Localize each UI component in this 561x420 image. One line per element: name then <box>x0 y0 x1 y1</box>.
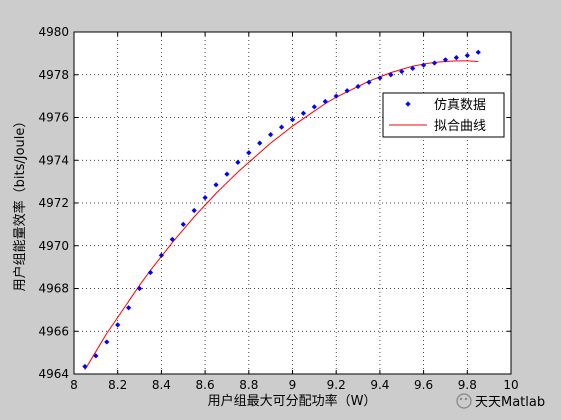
data-point <box>268 132 274 138</box>
y-tick-label: 4970 <box>38 239 69 253</box>
y-tick-label: 4980 <box>38 25 69 39</box>
legend-label: 仿真数据 <box>434 98 486 113</box>
y-tick-label: 4968 <box>38 282 69 296</box>
x-tick-label: 8 <box>70 378 78 392</box>
data-point <box>399 68 405 75</box>
data-point <box>147 269 154 276</box>
data-point <box>475 49 481 55</box>
data-point <box>431 60 438 66</box>
legend-label: 拟合曲线 <box>434 119 486 134</box>
x-tick-label: 9.8 <box>458 378 477 392</box>
data-point <box>82 363 88 370</box>
data-point <box>104 339 110 345</box>
data-point <box>464 52 470 59</box>
data-points-layer <box>82 49 481 370</box>
x-tick-label: 8.6 <box>196 378 215 392</box>
data-point <box>246 150 252 156</box>
x-tick-label: 9.4 <box>370 378 389 392</box>
y-tick-label: 4966 <box>38 324 69 338</box>
y-tick-label: 4964 <box>38 367 69 381</box>
data-point <box>158 252 164 258</box>
data-point <box>421 62 427 68</box>
data-point <box>355 83 361 90</box>
data-point <box>224 171 230 177</box>
data-point <box>191 207 197 214</box>
data-point <box>169 236 175 242</box>
data-point <box>235 159 241 165</box>
data-point <box>453 55 459 61</box>
legend-marker-swatch <box>405 101 411 107</box>
x-axis-label: 用户组最大可分配功率（W） <box>208 393 377 409</box>
data-point <box>278 124 285 130</box>
data-point <box>180 221 186 227</box>
data-point <box>289 117 296 123</box>
y-tick-label: 4972 <box>38 196 69 210</box>
data-point <box>115 322 121 328</box>
y-tick-label: 4976 <box>38 111 69 125</box>
data-point <box>126 305 132 311</box>
data-point <box>213 182 219 188</box>
axis-ticks <box>73 31 512 375</box>
legend-box <box>382 92 505 138</box>
x-tick-label: 9 <box>289 378 297 392</box>
data-point <box>377 75 383 81</box>
watermark-text: 天天Matlab <box>475 395 545 410</box>
axis-tick-labels: 8 8.2 8.4 8.6 8.8 9 9.2 9.4 9.6 9.8 10 4964 4966 4968… <box>38 25 518 392</box>
y-tick-label: 4978 <box>38 68 69 82</box>
data-point <box>366 79 372 85</box>
data-point <box>257 140 263 146</box>
data-point <box>410 65 416 71</box>
data-point <box>93 353 99 359</box>
data-point <box>300 110 307 116</box>
data-point <box>344 88 350 94</box>
data-point <box>202 195 208 201</box>
x-tick-label: 8.2 <box>108 378 127 392</box>
x-tick-label: 9.6 <box>414 378 433 392</box>
watermark-logo-icon <box>456 393 472 409</box>
x-tick-label: 8.4 <box>152 378 171 392</box>
y-axis-label: 用户组能量效率（bits/Joule） <box>12 115 28 292</box>
data-point <box>388 72 394 78</box>
x-tick-label: 10 <box>503 378 518 392</box>
data-point <box>311 104 317 110</box>
data-point <box>333 93 339 99</box>
data-point <box>322 98 328 105</box>
plot-area <box>74 32 511 374</box>
data-point <box>136 285 143 292</box>
y-tick-label: 4974 <box>38 153 69 167</box>
x-tick-label: 9.2 <box>327 378 346 392</box>
x-tick-label: 8.8 <box>239 378 258 392</box>
data-point <box>442 57 449 63</box>
watermark: 天天Matlab <box>456 393 545 410</box>
